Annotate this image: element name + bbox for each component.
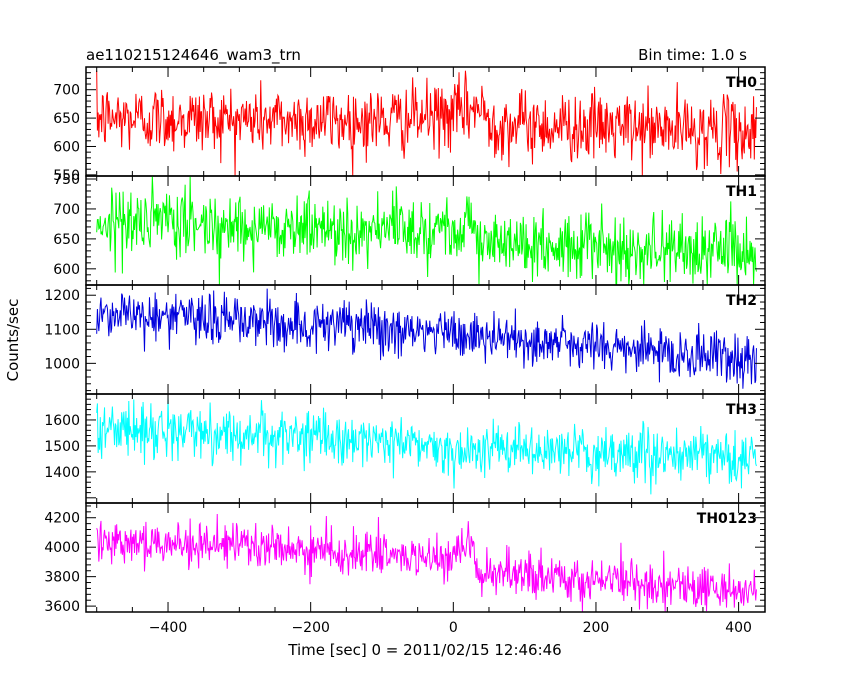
y-tick-label: 3600 <box>44 599 80 615</box>
series-line-th3 <box>96 397 757 495</box>
y-tick-label: 600 <box>53 262 80 278</box>
x-tick-label: 400 <box>725 620 752 636</box>
x-tick-label: 200 <box>583 620 610 636</box>
panel-th1: 600 650 700 750 TH1 <box>53 172 766 286</box>
y-tick-label: 4200 <box>44 511 80 527</box>
panel-label-th3: TH3 <box>726 402 757 418</box>
x-tick-label: 0 <box>449 620 458 636</box>
bin-time-label: Bin time: 1.0 s <box>638 46 747 64</box>
series-line-th0123 <box>96 513 757 613</box>
panels-group: 550 600 650 700 TH0 600 650 700 750 TH1 1000 1100 12… <box>44 66 766 615</box>
panel-th0123: 3600 3800 4000 4200 TH0123 <box>44 502 766 615</box>
x-axis-label: Time [sec] 0 = 2011/02/15 12:46:46 <box>287 641 561 659</box>
y-tick-label: 1400 <box>44 465 80 481</box>
panel-label-th0123: TH0123 <box>697 511 757 527</box>
y-tick-label: 700 <box>53 202 80 218</box>
series-line-th0 <box>96 70 757 177</box>
y-tick-label: 700 <box>53 83 80 99</box>
panel-th3: 1400 1500 1600 TH3 <box>44 393 766 504</box>
y-tick-label: 600 <box>53 139 80 155</box>
panel-frame <box>85 502 766 613</box>
y-tick-label: 1500 <box>44 439 80 455</box>
y-tick-label: 550 <box>53 168 80 184</box>
y-tick-label: 1200 <box>44 288 80 304</box>
y-tick-label: 1100 <box>44 322 80 338</box>
y-tick-label: 650 <box>53 232 80 248</box>
panel-label-th2: TH2 <box>726 293 757 309</box>
series-line-th2 <box>96 288 757 389</box>
y-tick-label: 650 <box>53 111 80 127</box>
panel-th2: 1000 1100 1200 TH2 <box>44 284 766 395</box>
series-line-th1 <box>96 175 757 286</box>
y-axis-label: Counts/sec <box>4 299 22 382</box>
y-tick-label: 1600 <box>44 413 80 429</box>
panel-th0: 550 600 650 700 TH0 <box>53 66 766 184</box>
y-tick-label: 4000 <box>44 540 80 556</box>
chart-title: ae110215124646_wam3_trn <box>86 46 301 65</box>
x-axis: −400 −200 0 200 400 <box>149 620 752 636</box>
y-tick-label: 1000 <box>44 356 80 372</box>
panel-label-th1: TH1 <box>726 184 757 200</box>
x-tick-label: −400 <box>149 620 187 636</box>
x-tick-label: −200 <box>291 620 329 636</box>
panel-label-th0: TH0 <box>726 75 757 91</box>
y-tick-label: 3800 <box>44 570 80 586</box>
y-tick-label: 750 <box>53 172 80 188</box>
